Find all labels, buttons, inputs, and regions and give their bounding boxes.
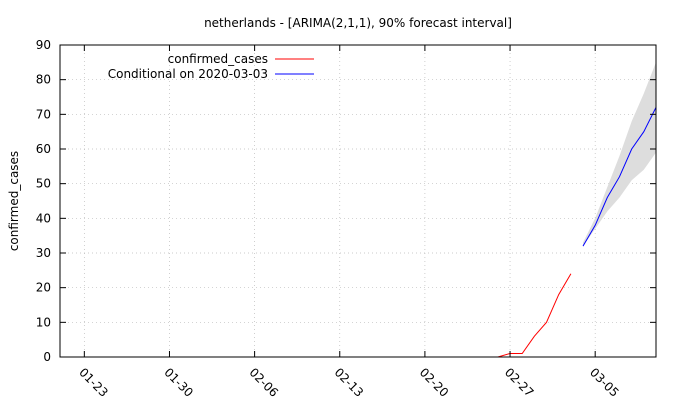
plot-frame	[59, 44, 657, 358]
series-line-confirmed-cases	[497, 273, 572, 358]
x-tick-label: 02-27	[502, 365, 537, 400]
x-tick-label: 02-20	[417, 365, 452, 400]
legend-label-forecast: Conditional on 2020-03-03	[108, 67, 268, 81]
y-tick-label: 20	[36, 281, 51, 295]
x-tick-label: 02-06	[246, 365, 281, 400]
x-tick-label: 01-30	[161, 365, 196, 400]
legend-label-confirmed-cases: confirmed_cases	[168, 52, 268, 66]
chart-title: netherlands - [ARIMA(2,1,1), 90% forecas…	[204, 16, 512, 30]
y-tick-label: 70	[36, 107, 51, 121]
y-tick-label: 10	[36, 315, 51, 329]
y-tick-label: 60	[36, 142, 51, 156]
y-tick-label: 50	[36, 177, 51, 191]
x-tick-label: 02-13	[332, 365, 367, 400]
y-tick-label: 40	[36, 211, 51, 225]
grid	[60, 45, 656, 357]
y-tick-label: 80	[36, 73, 51, 87]
y-tick-label: 30	[36, 246, 51, 260]
x-axis: 01-23 01-30 02-06 02-13 02-20 02-27 03-05	[76, 45, 622, 400]
y-tick-label: 0	[43, 350, 51, 364]
forecast-interval-band	[583, 62, 656, 247]
x-tick-label: 03-05	[587, 365, 622, 400]
y-axis: 0 10 20 30 40 50 60 70 80 90	[36, 38, 656, 364]
series-line-forecast	[582, 107, 657, 247]
y-tick-label: 90	[36, 38, 51, 52]
x-tick-label: 01-23	[76, 365, 111, 400]
y-axis-label: confirmed_cases	[7, 151, 21, 251]
legend: confirmed_cases Conditional on 2020-03-0…	[108, 52, 314, 81]
